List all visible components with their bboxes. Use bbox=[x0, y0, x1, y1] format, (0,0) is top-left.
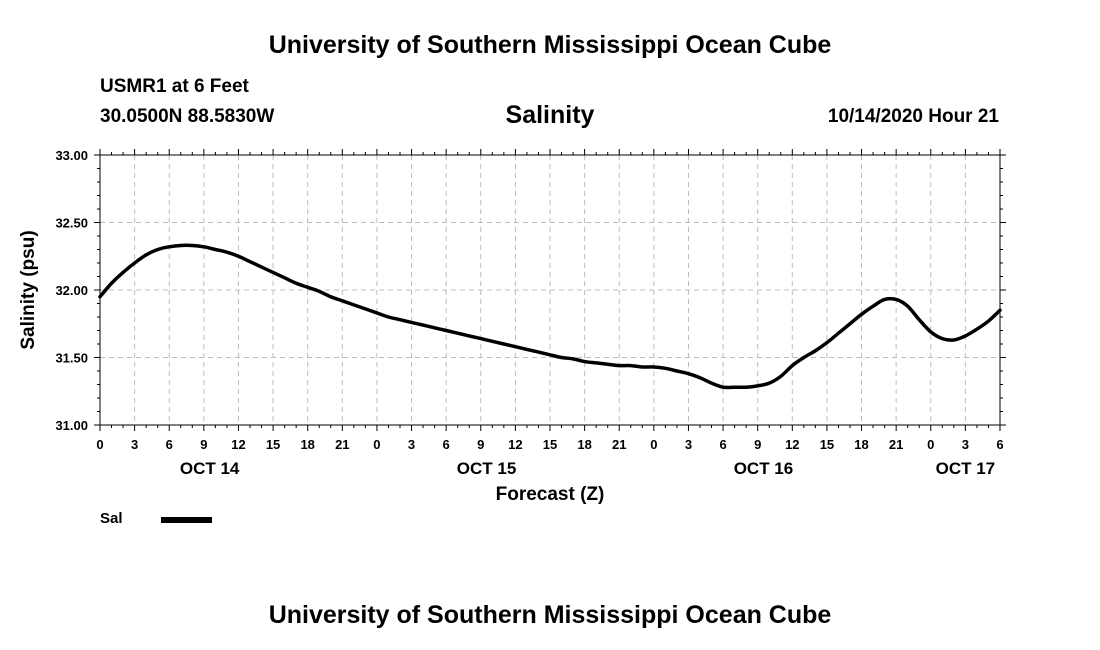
x-tick-label: 15 bbox=[820, 437, 834, 452]
axis-labels: 0 3 6 9 12 15 18 21 0 3 6 9 12 15 18 21 0 3 6 9 12 15 18 21 0 3 6 3… bbox=[55, 148, 1003, 478]
day-label: OCT 14 bbox=[180, 459, 240, 478]
x-tick-label: 0 bbox=[927, 437, 934, 452]
y-tick-label: 31.00 bbox=[55, 418, 88, 433]
x-axis-title: Forecast (Z) bbox=[496, 484, 605, 505]
x-tick-label: 0 bbox=[650, 437, 657, 452]
x-tick-label: 6 bbox=[719, 437, 726, 452]
x-tick-label: 3 bbox=[962, 437, 969, 452]
x-tick-label: 6 bbox=[166, 437, 173, 452]
day-label: OCT 15 bbox=[457, 459, 517, 478]
y-tick-label: 33.00 bbox=[55, 148, 88, 163]
x-tick-label: 9 bbox=[477, 437, 484, 452]
x-tick-label: 12 bbox=[785, 437, 799, 452]
x-tick-label: 21 bbox=[335, 437, 349, 452]
axis-ticks bbox=[94, 149, 1006, 431]
x-tick-label: 0 bbox=[373, 437, 380, 452]
x-tick-label: 21 bbox=[612, 437, 626, 452]
grid bbox=[100, 155, 1000, 425]
x-tick-label: 9 bbox=[200, 437, 207, 452]
x-tick-label: 12 bbox=[508, 437, 522, 452]
x-tick-label: 12 bbox=[231, 437, 245, 452]
legend-swatch-sal bbox=[161, 517, 212, 523]
x-tick-label: 21 bbox=[889, 437, 903, 452]
x-tick-label: 18 bbox=[854, 437, 868, 452]
x-tick-label: 0 bbox=[96, 437, 103, 452]
legend-label-sal: Sal bbox=[100, 510, 123, 527]
x-tick-label: 6 bbox=[443, 437, 450, 452]
footer-title: University of Southern Mississippi Ocean… bbox=[268, 601, 832, 629]
forecast-datetime: 10/14/2020 Hour 21 bbox=[827, 106, 999, 127]
x-tick-label: 15 bbox=[543, 437, 557, 452]
x-tick-label: 18 bbox=[300, 437, 314, 452]
x-tick-label: 15 bbox=[266, 437, 280, 452]
page-title: University of Southern Mississippi Ocean… bbox=[268, 31, 832, 59]
x-tick-label: 3 bbox=[408, 437, 415, 452]
coordinates-label: 30.0500N 88.5830W bbox=[100, 106, 275, 127]
series-line-sal bbox=[98, 243, 1002, 390]
y-axis-title: Salinity (psu) bbox=[18, 230, 39, 349]
y-tick-label: 31.50 bbox=[55, 351, 88, 366]
parameter-title: Salinity bbox=[505, 101, 595, 129]
day-label: OCT 17 bbox=[936, 459, 996, 478]
station-label: USMR1 at 6 Feet bbox=[100, 76, 249, 97]
x-tick-label: 6 bbox=[996, 437, 1003, 452]
y-tick-label: 32.50 bbox=[55, 216, 88, 231]
x-tick-label: 3 bbox=[131, 437, 138, 452]
y-tick-label: 32.00 bbox=[55, 283, 88, 298]
day-label: OCT 16 bbox=[734, 459, 794, 478]
x-tick-label: 3 bbox=[685, 437, 692, 452]
x-tick-label: 18 bbox=[577, 437, 591, 452]
x-tick-label: 9 bbox=[754, 437, 761, 452]
